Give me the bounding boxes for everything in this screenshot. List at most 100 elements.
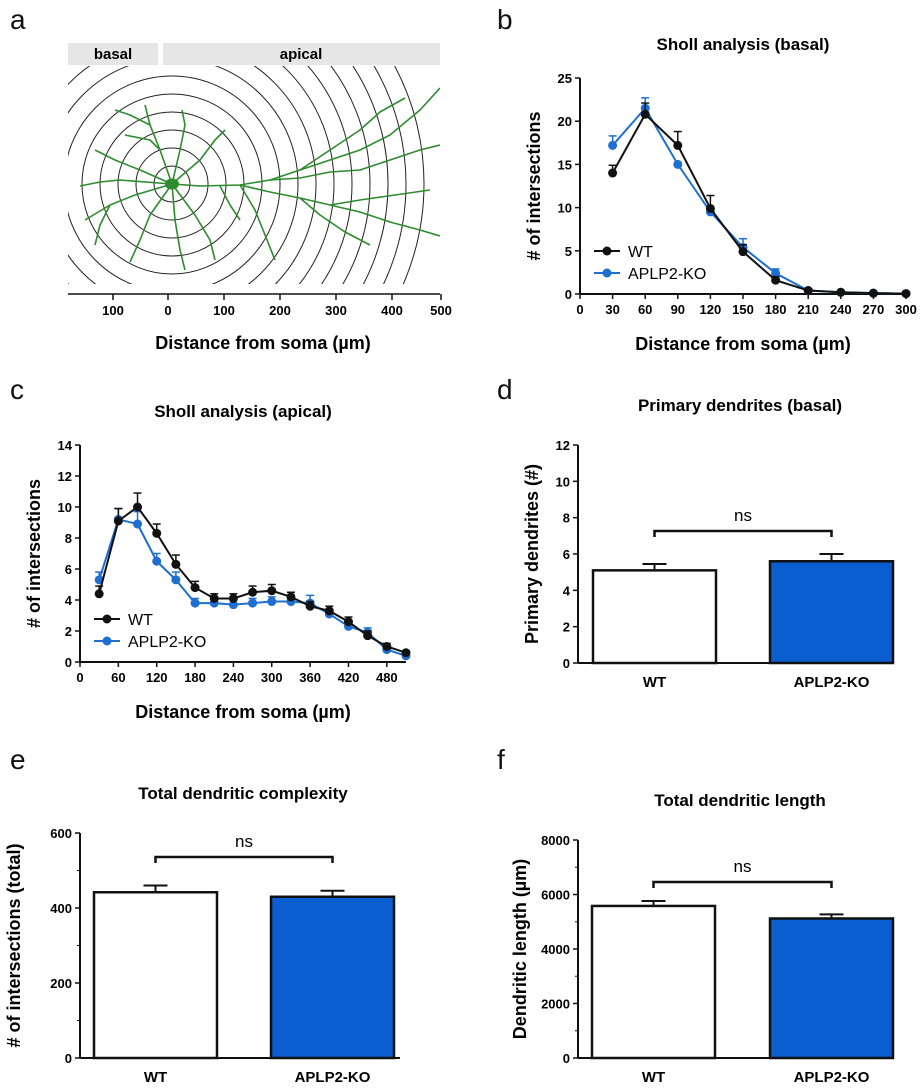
data-point [190, 583, 200, 593]
significance-bracket [653, 529, 833, 537]
sholl-circle [68, 75, 281, 284]
y-tick-label: 6 [563, 547, 570, 562]
sholl-circle [330, 66, 371, 284]
dendrite-branch [329, 189, 431, 206]
legend-marker [602, 268, 612, 278]
x-tick-label: 0 [76, 670, 83, 685]
y-tick-label: 0 [563, 1051, 570, 1066]
x-tick-label: 60 [638, 302, 652, 317]
data-point [836, 287, 846, 297]
chart-title: Total dendritic complexity [138, 784, 348, 803]
dendrite-branch [114, 109, 151, 126]
x-tick-label: 240 [223, 670, 245, 685]
bar-wt [92, 891, 219, 1060]
x-tick-label: 30 [605, 302, 619, 317]
y-axis-label: # of intersections [524, 111, 544, 260]
data-point [803, 286, 813, 296]
apical-label-box [163, 43, 440, 65]
y-tick-label: 12 [556, 438, 570, 453]
panel-letter-f: f [497, 744, 505, 775]
data-point [324, 606, 334, 616]
data-point [248, 587, 258, 597]
data-point [267, 586, 277, 596]
sholl-circle [307, 66, 353, 284]
category-label: WT [144, 1069, 167, 1086]
data-point [705, 203, 715, 213]
dendrite-branch [269, 144, 440, 181]
y-tick-label: 8000 [541, 833, 570, 848]
sholl-circle [352, 66, 389, 284]
neuron-tracing [79, 87, 440, 271]
y-tick-label: 5 [565, 244, 572, 259]
legend-marker [602, 246, 612, 256]
x-tick-label: 150 [732, 302, 754, 317]
data-point [228, 593, 238, 603]
sholl-circle [135, 147, 209, 221]
chart-title: Sholl analysis (basal) [657, 35, 830, 54]
basal-label-box [68, 43, 158, 65]
bar-aplp2-ko [768, 560, 895, 665]
chart-primary-dendrites: Primary dendrites (basal) 0 2 4 6 8 10 12 Primar… [522, 396, 895, 691]
sholl-circle [68, 66, 317, 284]
data-point [228, 600, 238, 610]
bar-aplp2-ko [269, 895, 396, 1060]
x-tick-label: 300 [261, 670, 283, 685]
y-tick-label: 20 [558, 114, 572, 129]
sholl-circle [282, 66, 335, 284]
y-tick-label: 400 [50, 901, 72, 916]
panel-a-tick-label: 200 [269, 303, 291, 318]
soma [165, 178, 179, 190]
dendrite-branch [129, 183, 173, 263]
y-tick-label: 0 [563, 656, 570, 671]
panel-a-ticks: 100 0 100 200 300 400 500 [102, 294, 452, 318]
dendrite-branch [239, 184, 440, 237]
dendrite-branch [299, 197, 371, 246]
apical-label: apical [280, 46, 323, 63]
bar-wt [590, 904, 717, 1060]
category-label: WT [642, 1069, 665, 1086]
data-point [190, 598, 200, 608]
data-point [901, 289, 911, 299]
basal-label: basal [94, 46, 132, 63]
sholl-circle [81, 93, 263, 275]
neuron-sholl-schematic: basal apical 100 0 100 200 300 400 500 Distanc… [68, 43, 452, 353]
category-label: APLP2-KO [794, 674, 870, 691]
dendrite-branch [171, 183, 186, 271]
sholl-circle [394, 66, 425, 284]
category-label: WT [643, 674, 666, 691]
data-point [673, 140, 683, 150]
dendrite-branch [171, 87, 440, 187]
y-tick-label: 200 [50, 976, 72, 991]
panel-a-tick-label: 400 [381, 303, 403, 318]
x-tick-label: 120 [700, 302, 722, 317]
dendrite-branch [94, 204, 111, 246]
sholl-circle [153, 165, 191, 203]
x-tick-label: 90 [671, 302, 685, 317]
y-tick-label: 10 [558, 201, 572, 216]
y-axis-label: Primary dendrites (#) [522, 464, 542, 644]
dendrite-branch [79, 179, 173, 187]
chart-sholl-basal: Sholl analysis (basal) 0 5 10 15 20 25 0 30 60 90 1… [524, 35, 917, 354]
panel-letter-d: d [497, 374, 513, 405]
y-tick-label: 12 [58, 469, 72, 484]
dendrite-branch [94, 149, 173, 185]
y-axis-label: # of intersections (total) [4, 843, 24, 1047]
y-tick-label: 4000 [541, 942, 570, 957]
data-point [608, 140, 618, 150]
y-tick-label: 6 [65, 562, 72, 577]
dendrite-branch [171, 109, 186, 185]
data-point [152, 556, 162, 566]
y-tick-label: 0 [65, 1051, 72, 1066]
y-tick-label: 2 [65, 624, 72, 639]
panel-letter-c: c [10, 374, 24, 405]
y-tick-label: 25 [558, 71, 572, 86]
panel-a-tick-label: 300 [325, 303, 347, 318]
chart-total-complexity: Total dendritic complexity 0 200 400 600 # of… [4, 784, 400, 1086]
y-tick-label: 6000 [541, 888, 570, 903]
dendrite-branch [144, 104, 173, 185]
x-tick-label: 360 [299, 670, 321, 685]
data-point [343, 617, 353, 627]
y-tick-label: 4 [563, 583, 571, 598]
x-tick-label: 180 [765, 302, 787, 317]
